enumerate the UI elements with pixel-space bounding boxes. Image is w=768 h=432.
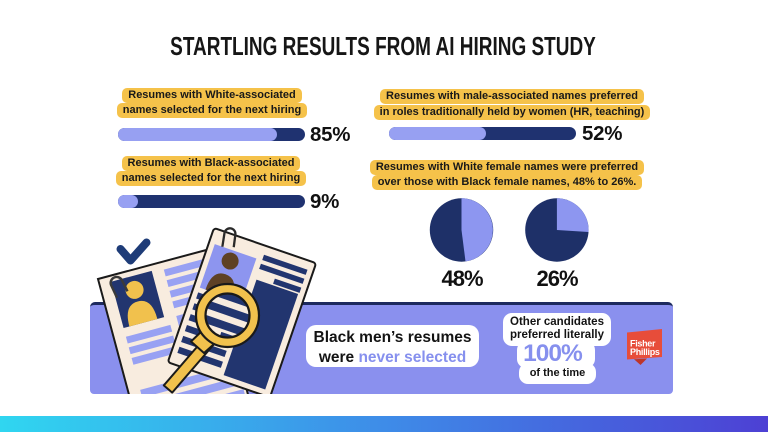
svg-text:Fisher: Fisher: [630, 339, 656, 349]
svg-text:Phillips: Phillips: [630, 347, 660, 357]
